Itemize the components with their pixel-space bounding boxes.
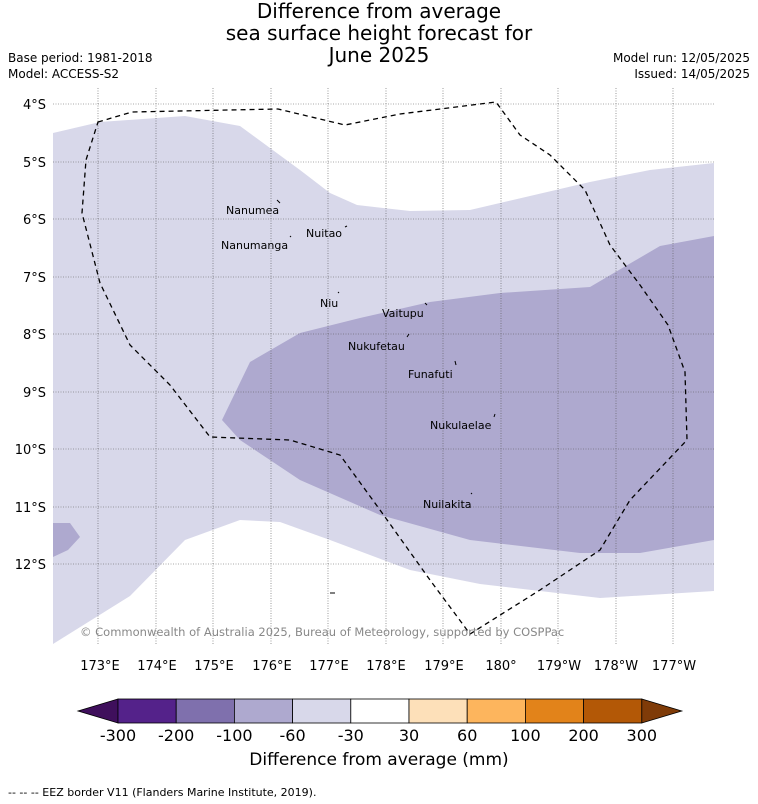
lat-label: 11°S	[15, 501, 46, 516]
gridlines	[53, 88, 714, 644]
island-markers	[276, 199, 496, 594]
place-labels: Nanumea Nuitao Nanumanga Niu Vaitupu Nuk…	[221, 204, 492, 511]
meta-left: Base period: 1981-2018 Model: ACCESS-S2	[8, 50, 153, 82]
colorbar-labels: -300 -200 -100 -60 -30 30 60 100 200 300	[100, 726, 657, 745]
chart-title: Difference from average sea surface heig…	[0, 0, 758, 66]
lat-label: 10°S	[15, 443, 46, 458]
lon-label: 176°E	[252, 659, 292, 674]
colorbar-segment	[175, 698, 235, 724]
model-name: Model: ACCESS-S2	[8, 67, 120, 81]
title-line-2: sea surface height forecast for	[225, 21, 533, 45]
lon-label: 177°E	[309, 659, 349, 674]
anomaly-band-medium-west	[53, 523, 80, 557]
colorbar-extend-low	[76, 698, 119, 724]
lon-label: 173°E	[80, 659, 120, 674]
title-line-3: June 2025	[328, 43, 430, 67]
place-label-nukufetau: Nukufetau	[348, 340, 405, 353]
colorbar-title: Difference from average (mm)	[249, 750, 509, 770]
colorbar-tick-label: -200	[158, 726, 194, 745]
place-label-nanumea: Nanumea	[226, 204, 279, 217]
eez-border	[81, 101, 688, 635]
colorbar-segment	[233, 698, 293, 724]
colorbar-segment	[117, 698, 177, 724]
place-label-nukulaelae: Nukulaelae	[430, 419, 492, 432]
base-period: Base period: 1981-2018	[8, 51, 153, 65]
latitude-labels: 4°S 5°S 6°S 7°S 8°S 9°S 10°S 11°S 12°S	[15, 98, 46, 573]
lat-label: 12°S	[15, 558, 46, 573]
colorbar-segment	[408, 698, 468, 724]
lat-label: 7°S	[23, 271, 46, 286]
place-label-niu: Niu	[320, 297, 338, 310]
colorbar-tick-label: -100	[216, 726, 252, 745]
lat-label: 8°S	[23, 328, 46, 343]
lon-label: 180°	[485, 659, 516, 674]
colorbar-tick-label: 30	[399, 726, 419, 745]
colorbar-tick-label: 100	[510, 726, 541, 745]
lon-label: 174°E	[137, 659, 177, 674]
place-label-nuitao: Nuitao	[306, 227, 342, 240]
title-line-1: Difference from average	[256, 0, 502, 23]
anomaly-band-medium	[222, 236, 714, 553]
colorbar-tick-label: 60	[457, 726, 477, 745]
meta-right: Model run: 12/05/2025 Issued: 14/05/2025	[613, 50, 750, 82]
colorbar-tick-label: -30	[338, 726, 364, 745]
place-label-nanumanga: Nanumanga	[221, 239, 288, 252]
colorbar	[76, 698, 684, 724]
colorbar-segment	[583, 698, 643, 724]
lat-label: 5°S	[23, 156, 46, 171]
model-run: Model run: 12/05/2025	[612, 51, 750, 65]
colorbar-segment	[292, 698, 352, 724]
colorbar-segment	[525, 698, 585, 724]
place-label-funafuti: Funafuti	[408, 368, 453, 381]
longitude-labels: 173°E 174°E 175°E 176°E 177°E 178°E 179°…	[80, 659, 696, 674]
lon-label: 178°E	[366, 659, 406, 674]
lat-label: 4°S	[23, 98, 46, 113]
issued-date: Issued: 14/05/2025	[634, 67, 750, 81]
lat-label: 6°S	[23, 213, 46, 228]
lat-label: 9°S	[23, 386, 46, 401]
lon-label: 178°W	[594, 659, 638, 674]
place-label-nuilakita: Nuilakita	[423, 498, 472, 511]
colorbar-tick-label: 300	[627, 726, 658, 745]
colorbar-tick-label: 200	[568, 726, 599, 745]
lon-label: 175°E	[194, 659, 234, 674]
colorbar-segment	[466, 698, 526, 724]
copyright-note: © Commonwealth of Australia 2025, Bureau…	[80, 625, 564, 639]
place-label-vaitupu: Vaitupu	[382, 307, 424, 320]
colorbar-tick-label: -300	[100, 726, 136, 745]
colorbar-extend-high	[641, 698, 684, 724]
shading-layer	[53, 116, 714, 644]
eez-footnote: -- -- -- EEZ border V11 (Flanders Marine…	[8, 786, 317, 799]
lon-label: 177°W	[652, 659, 696, 674]
lon-label: 179°W	[537, 659, 581, 674]
lon-label: 179°E	[424, 659, 464, 674]
colorbar-segment	[350, 698, 410, 724]
colorbar-tick-label: -60	[280, 726, 306, 745]
